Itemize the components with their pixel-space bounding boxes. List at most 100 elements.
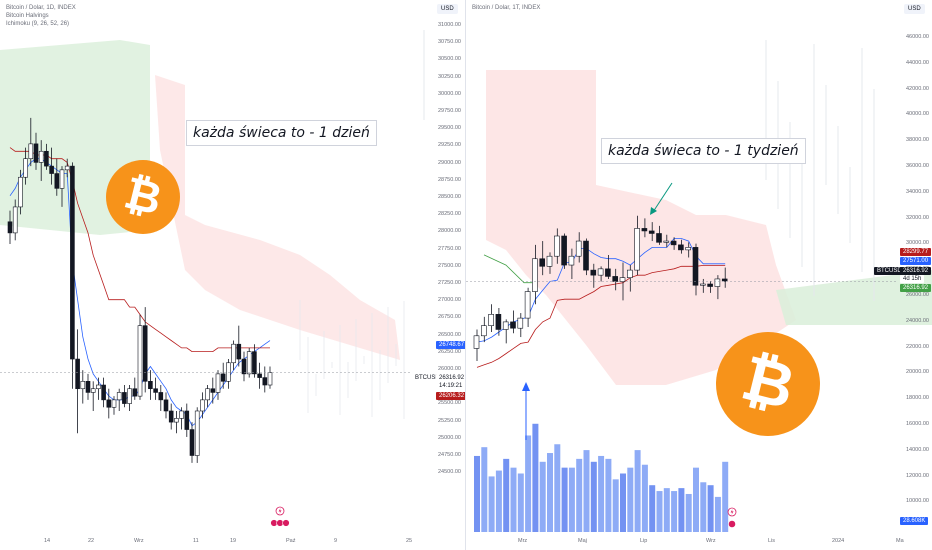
daily-candle bbox=[12, 206, 18, 234]
daily-x-tick: Paź bbox=[286, 538, 296, 544]
weekly-green-arrowhead bbox=[650, 207, 657, 215]
weekly-candle bbox=[495, 314, 502, 330]
weekly-candle bbox=[488, 314, 494, 326]
weekly-annotation[interactable]: każda świeca to - 1 tydzień bbox=[601, 138, 806, 164]
daily-y-tick: 28000.00 bbox=[438, 228, 461, 235]
weekly-volume-bar bbox=[605, 458, 612, 532]
weekly-volume-bar bbox=[656, 491, 663, 532]
weekly-candle bbox=[597, 268, 604, 276]
daily-x-tick: 19 bbox=[230, 538, 237, 544]
panel-divider bbox=[465, 0, 466, 550]
daily-candle bbox=[137, 325, 143, 397]
weekly-candle bbox=[678, 244, 684, 251]
weekly-y-tick: 12000.00 bbox=[906, 472, 929, 479]
weekly-x-tick: Lis bbox=[768, 538, 776, 544]
daily-y-tick: 25500.00 bbox=[438, 400, 461, 407]
weekly-candle bbox=[524, 291, 531, 319]
weekly-y-tick: 18000.00 bbox=[906, 395, 929, 402]
weekly-bitcoin-logo bbox=[716, 332, 820, 436]
weekly-volume-bar bbox=[532, 423, 539, 532]
daily-candle bbox=[220, 373, 226, 382]
weekly-candle bbox=[473, 335, 480, 349]
weekly-y-tick: 34000.00 bbox=[906, 188, 929, 195]
daily-y-tick: 25000.00 bbox=[438, 434, 461, 441]
daily-candle bbox=[106, 399, 112, 408]
weekly-candle bbox=[641, 228, 648, 232]
weekly-candle bbox=[575, 240, 582, 257]
weekly-volume-bar bbox=[474, 455, 480, 532]
weekly-candle bbox=[612, 276, 618, 282]
daily-currency-label[interactable]: USD bbox=[437, 4, 458, 14]
weekly-candle bbox=[685, 247, 691, 251]
weekly-candle bbox=[700, 283, 706, 286]
daily-y-tick: 28250.00 bbox=[438, 211, 461, 218]
weekly-volume-bar bbox=[547, 453, 553, 532]
daily-candle bbox=[59, 169, 65, 189]
weekly-volume-bar bbox=[663, 488, 670, 532]
weekly-candle bbox=[502, 321, 509, 330]
weekly-chikou-price-tag: 26316.92 bbox=[900, 284, 932, 292]
daily-y-tick: 26750.00 bbox=[438, 314, 461, 321]
daily-chart-canvas[interactable]: ₿ bbox=[0, 0, 466, 550]
daily-candle bbox=[75, 358, 80, 390]
daily-indicator-ichimoku: Ichimoku (9, 26, 52, 26) bbox=[6, 21, 70, 27]
daily-y-tick: 30500.00 bbox=[438, 56, 461, 63]
daily-y-tick: 27500.00 bbox=[438, 262, 461, 269]
weekly-y-tick: 22000.00 bbox=[906, 343, 929, 350]
daily-us-flag-icon bbox=[282, 519, 290, 527]
weekly-x-tick: Lip bbox=[640, 538, 648, 544]
daily-chart-panel[interactable]: ₿ Bitcoin / Dolar, 1D, INDEX Bitcoin Hal… bbox=[0, 0, 466, 550]
daily-candle bbox=[116, 392, 122, 401]
daily-candle bbox=[101, 384, 106, 401]
daily-y-tick: 27250.00 bbox=[438, 280, 461, 286]
daily-candle bbox=[241, 358, 247, 375]
daily-candle bbox=[236, 343, 242, 360]
weekly-currency-label[interactable]: USD bbox=[904, 4, 925, 14]
weekly-y-tick: 10000.00 bbox=[906, 498, 929, 505]
weekly-chikou-line bbox=[483, 254, 534, 284]
weekly-candle bbox=[663, 240, 670, 243]
daily-candle bbox=[23, 158, 28, 178]
weekly-volume-bar bbox=[722, 461, 729, 532]
daily-candle bbox=[44, 150, 49, 167]
daily-candle bbox=[163, 399, 169, 412]
weekly-x-tick: Ma bbox=[896, 538, 904, 544]
daily-y-tick: 25250.00 bbox=[438, 417, 461, 424]
weekly-y-tick: 40000.00 bbox=[906, 111, 929, 118]
daily-candle bbox=[70, 165, 75, 360]
weekly-chart-panel[interactable]: ₿ Bitcoin / Dolar, 1T, INDEX USD każda ś… bbox=[466, 0, 932, 550]
weekly-candle bbox=[546, 255, 553, 267]
daily-candle bbox=[246, 351, 252, 375]
daily-kijun-line bbox=[9, 147, 270, 353]
daily-candle bbox=[262, 377, 268, 386]
weekly-candle bbox=[648, 230, 655, 234]
daily-candle bbox=[158, 392, 164, 401]
daily-candle bbox=[38, 150, 44, 163]
weekly-y-tick: 32000.00 bbox=[906, 214, 929, 221]
weekly-chart-canvas[interactable]: ₿ bbox=[466, 0, 932, 550]
daily-annotation[interactable]: każda świeca to - 1 dzień bbox=[186, 120, 377, 146]
daily-candle bbox=[184, 410, 190, 430]
weekly-candle bbox=[532, 258, 538, 292]
daily-candle bbox=[28, 143, 34, 159]
weekly-candle bbox=[605, 268, 611, 277]
weekly-volume-bar bbox=[685, 493, 692, 532]
daily-y-tick: 26000.00 bbox=[438, 366, 461, 372]
weekly-candle bbox=[590, 269, 597, 276]
weekly-volume-bar bbox=[583, 450, 590, 532]
weekly-y-tick: 42000.00 bbox=[906, 85, 929, 92]
daily-candle bbox=[122, 392, 127, 404]
daily-y-tick: 24750.00 bbox=[438, 452, 461, 458]
daily-y-tick: 30000.00 bbox=[438, 90, 461, 97]
daily-candle bbox=[215, 373, 221, 393]
daily-y-tick: 29500.00 bbox=[438, 125, 461, 132]
weekly-candle bbox=[568, 255, 575, 266]
weekly-volume-bar bbox=[620, 473, 626, 532]
daily-candle bbox=[189, 429, 195, 456]
weekly-y-tick: 20000.00 bbox=[906, 369, 929, 376]
weekly-candle bbox=[714, 278, 721, 287]
weekly-kijun-price-tag: 27571.00 bbox=[900, 257, 932, 265]
daily-y-tick: 31000.00 bbox=[438, 22, 461, 28]
daily-x-tick: 11 bbox=[193, 538, 199, 544]
daily-candle bbox=[231, 343, 236, 364]
